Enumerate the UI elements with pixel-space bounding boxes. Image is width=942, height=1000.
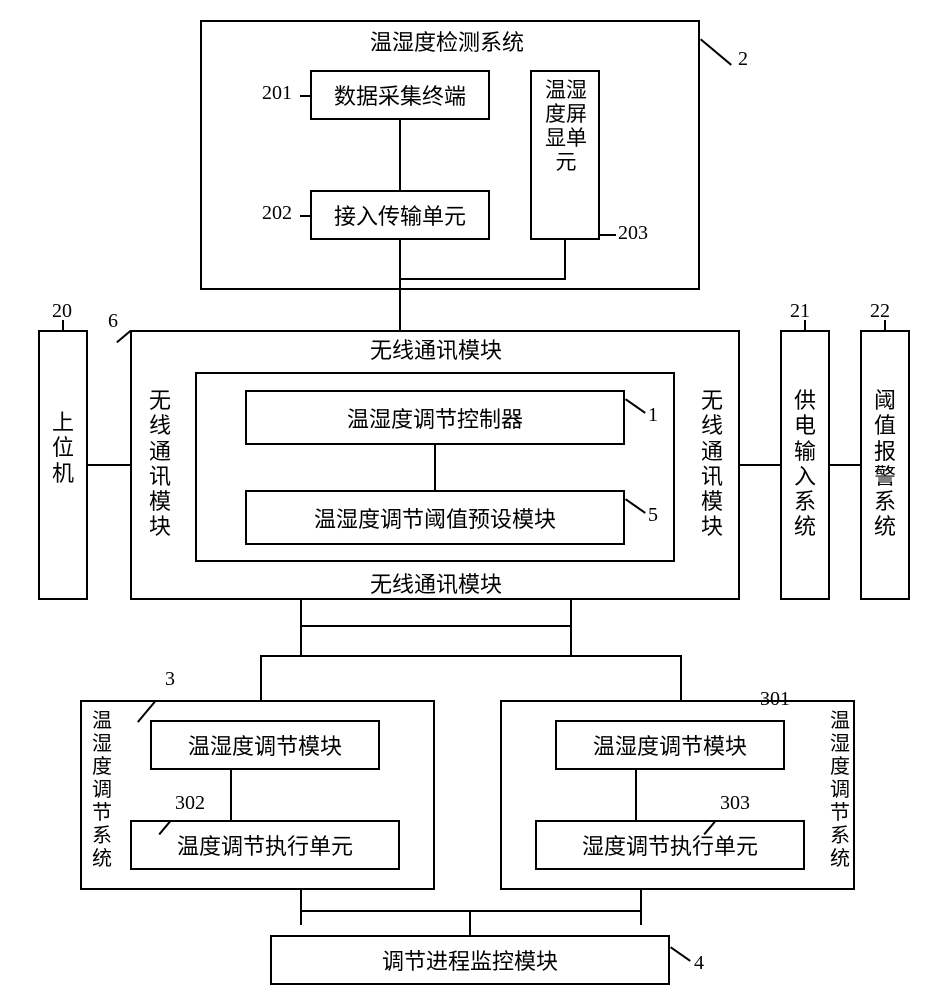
conn-301r-303 — [635, 770, 637, 820]
box-5: 温湿度调节阈值预设模块 — [245, 490, 625, 545]
box-21-text: 供电输入系统 — [793, 388, 817, 540]
conn-center-21 — [740, 464, 780, 466]
conn-20-center — [88, 464, 130, 466]
ref-202: 202 — [262, 202, 292, 225]
ref-22: 22 — [870, 300, 890, 323]
ref-2: 2 — [738, 48, 748, 71]
ref-6: 6 — [108, 310, 118, 333]
box-202: 接入传输单元 — [310, 190, 490, 240]
box-303-text: 湿度调节执行单元 — [582, 829, 758, 861]
leader-22 — [884, 320, 886, 330]
conn-lower-hbus — [300, 910, 642, 912]
conn-center-down-r2 — [680, 655, 682, 700]
ref-302: 302 — [175, 792, 205, 815]
conn-301l-302 — [230, 770, 232, 820]
leader-202 — [300, 215, 310, 217]
conn-ll-down — [300, 890, 302, 925]
conn-21-22 — [830, 464, 860, 466]
conn-center-hbus — [300, 625, 572, 627]
box-5-text: 温湿度调节阈值预设模块 — [314, 502, 556, 534]
conn-center-down-l — [300, 600, 302, 655]
box-302-text: 温度调节执行单元 — [177, 829, 353, 861]
ref-1: 1 — [648, 404, 658, 427]
ref-201: 201 — [262, 82, 292, 105]
conn-202-center — [399, 240, 401, 330]
leader-2 — [700, 38, 732, 65]
box-20-text: 上位机 — [51, 410, 75, 486]
box-1: 温湿度调节控制器 — [245, 390, 625, 445]
conn-1-5 — [434, 445, 436, 490]
ref-303: 303 — [720, 792, 750, 815]
diagram-canvas: 温湿度检测系统 2 数据采集终端 201 接入传输单元 202 温湿度屏显单元 … — [0, 0, 942, 1000]
box-301-l-text: 温湿度调节模块 — [188, 729, 342, 761]
ref-3: 3 — [165, 668, 175, 691]
box-303: 湿度调节执行单元 — [535, 820, 805, 870]
center-label-left: 无线通讯模块 — [148, 388, 172, 540]
box-1-text: 温湿度调节控制器 — [347, 402, 523, 434]
conn-lr-down — [640, 890, 642, 925]
box-301-r-text: 温湿度调节模块 — [593, 729, 747, 761]
top-system-title: 温湿度检测系统 — [370, 30, 524, 56]
conn-bus-bottom — [469, 910, 471, 935]
conn-center-down-r — [570, 600, 572, 655]
box-301-r: 温湿度调节模块 — [555, 720, 785, 770]
lower-right-side: 温湿度调节系统 — [828, 710, 852, 871]
box-201: 数据采集终端 — [310, 70, 490, 120]
ref-203: 203 — [618, 222, 648, 245]
center-label-bottom: 无线通讯模块 — [370, 572, 502, 598]
leader-21 — [804, 320, 806, 330]
leader-201 — [300, 95, 310, 97]
ref-5: 5 — [648, 504, 658, 527]
leader-20 — [62, 320, 64, 330]
box-201-text: 数据采集终端 — [334, 79, 466, 111]
box-4-text: 调节进程监控模块 — [382, 944, 558, 976]
ref-21: 21 — [790, 300, 810, 323]
box-203-text: 温湿度屏显单元 — [543, 78, 589, 175]
conn-203-center-h — [399, 278, 566, 280]
center-label-right: 无线通讯模块 — [700, 388, 724, 540]
box-202-text: 接入传输单元 — [334, 199, 466, 231]
conn-201-202 — [399, 120, 401, 190]
ref-4: 4 — [694, 952, 704, 975]
center-label-top: 无线通讯模块 — [370, 338, 502, 364]
box-22-text: 阈值报警系统 — [873, 388, 897, 540]
box-4: 调节进程监控模块 — [270, 935, 670, 985]
box-302: 温度调节执行单元 — [130, 820, 400, 870]
ref-301: 301 — [760, 688, 790, 711]
lower-left-side: 温湿度调节系统 — [90, 710, 114, 871]
leader-203 — [600, 234, 616, 236]
box-301-l: 温湿度调节模块 — [150, 720, 380, 770]
leader-4 — [670, 946, 691, 961]
conn-center-down-l2 — [260, 655, 262, 700]
conn-203-center-v — [564, 240, 566, 280]
conn-center-split — [260, 655, 682, 657]
top-system-box — [200, 20, 700, 290]
